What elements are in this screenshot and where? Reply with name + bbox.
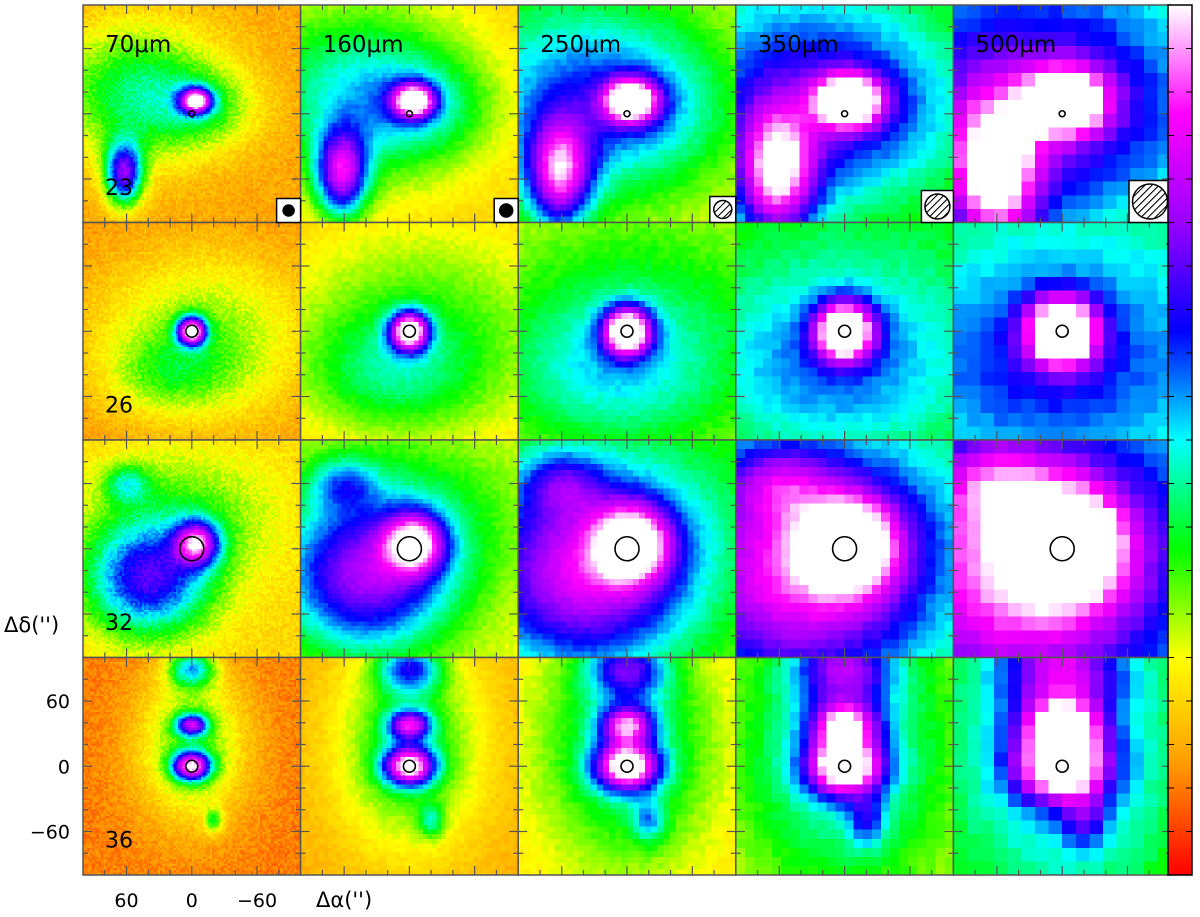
source-marker <box>396 535 423 562</box>
wavelength-label: 70μm <box>105 32 171 58</box>
intensity-map <box>953 657 1171 875</box>
source-marker <box>188 109 196 118</box>
filled-beam-icon <box>282 204 295 217</box>
intensity-map <box>735 440 954 658</box>
intensity-map <box>83 657 301 875</box>
intensity-map <box>953 440 1171 658</box>
source-marker <box>402 759 417 774</box>
source-marker <box>1055 759 1069 774</box>
wavelength-label: 250μm <box>540 32 621 58</box>
panel-labels: 70μm 160μm 250μm 350μm 500μm 23 26 32 36 <box>105 32 1172 854</box>
map-panel <box>952 439 1172 659</box>
intensity-map <box>83 5 301 223</box>
source-marker <box>837 324 852 339</box>
source-marker <box>840 109 849 118</box>
intensity-map <box>83 222 301 440</box>
source-marker <box>614 535 640 562</box>
wavelength-label: 500μm <box>975 32 1056 58</box>
source-marker <box>185 324 199 339</box>
intensity-map <box>300 440 519 658</box>
intensity-map <box>735 657 954 875</box>
source-marker <box>837 759 852 774</box>
intensity-map <box>83 440 301 658</box>
intensity-map <box>518 222 736 440</box>
intensity-map <box>518 657 736 875</box>
y-tick-label: −60 <box>30 822 70 844</box>
map-panel <box>299 656 519 876</box>
wavelength-label: 350μm <box>758 32 839 58</box>
map-panel <box>735 4 955 224</box>
map-panel <box>517 439 737 659</box>
map-panel <box>735 656 955 876</box>
map-panel <box>517 4 737 224</box>
source-marker <box>402 324 417 339</box>
intensity-map <box>300 222 519 440</box>
source-marker <box>1055 324 1069 339</box>
source-id-label: 32 <box>105 611 133 636</box>
map-panel <box>517 221 737 441</box>
source-marker <box>623 109 631 118</box>
intensity-map <box>735 5 954 223</box>
hatched-beam-icon <box>924 193 951 220</box>
source-id-label: 23 <box>105 176 133 201</box>
map-panel <box>82 4 302 224</box>
map-panel <box>299 439 519 659</box>
source-id-label: 36 <box>105 829 133 854</box>
map-panel <box>299 4 519 224</box>
map-panel <box>517 656 737 876</box>
source-marker <box>620 759 634 774</box>
intensity-map <box>735 222 954 440</box>
source-id-label: 26 <box>105 394 133 419</box>
y-tick-label: 60 <box>46 691 70 713</box>
wavelength-label: 160μm <box>323 32 404 58</box>
x-axis-title: Δα('') <box>316 888 372 912</box>
y-axis-title: Δδ('') <box>4 613 59 637</box>
map-panel <box>735 221 955 441</box>
hatched-beam-icon <box>713 199 733 220</box>
source-marker <box>1058 109 1066 118</box>
x-tick-label: 0 <box>186 890 198 912</box>
source-marker <box>1049 535 1075 562</box>
intensity-map <box>300 657 519 875</box>
axes: 60 0 −60 60 0 −60 Δδ('') Δα('') <box>4 613 372 912</box>
intensity-map <box>953 222 1171 440</box>
map-panel <box>735 439 955 659</box>
source-marker <box>179 535 205 562</box>
x-tick-label: −60 <box>237 890 277 912</box>
source-marker <box>620 324 634 339</box>
intensity-map <box>518 5 736 223</box>
map-panel <box>82 439 302 659</box>
map-panels <box>82 4 1172 876</box>
x-tick-label: 60 <box>114 890 138 912</box>
hatched-beam-icon <box>1131 183 1169 220</box>
source-marker <box>831 535 858 562</box>
intensity-map <box>300 5 519 223</box>
source-marker <box>185 759 199 774</box>
map-panel <box>952 221 1172 441</box>
map-panel <box>952 656 1172 876</box>
intensity-map <box>518 440 736 658</box>
y-tick-label: 0 <box>58 756 70 778</box>
map-panel <box>299 221 519 441</box>
colorbar <box>1167 4 1193 876</box>
source-marker <box>405 109 414 118</box>
filled-beam-icon <box>498 203 514 218</box>
